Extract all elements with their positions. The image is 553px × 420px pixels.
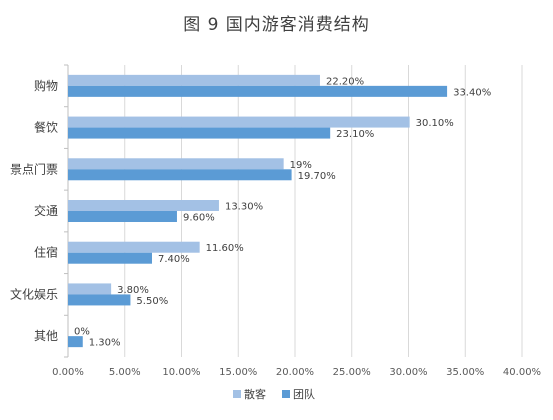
x-tick-label: 0.00% xyxy=(52,367,84,378)
bar-sanke xyxy=(68,283,112,295)
data-label: 5.50% xyxy=(136,296,168,307)
category-label: 景点门票 xyxy=(10,161,58,176)
bar-tuandui xyxy=(68,211,177,222)
x-tick-label: 30.00% xyxy=(389,367,427,378)
category-label: 交通 xyxy=(34,203,58,218)
x-tick-label: 15.00% xyxy=(219,367,257,378)
bar-tuandui xyxy=(68,336,83,348)
x-tick-label: 35.00% xyxy=(446,367,484,378)
category-label: 住宿 xyxy=(34,245,58,260)
bar-tuandui xyxy=(68,252,152,264)
bar-sanke xyxy=(68,74,320,86)
data-label: 33.40% xyxy=(453,87,491,98)
category-label: 餐饮 xyxy=(34,120,58,135)
data-label: 3.80% xyxy=(117,285,149,296)
bar-sanke xyxy=(68,200,219,211)
data-label: 22.20% xyxy=(326,76,364,87)
data-label: 7.40% xyxy=(158,254,190,265)
legend-swatch xyxy=(233,390,241,398)
x-tick-label: 5.00% xyxy=(109,367,141,378)
legend-label: 团队 xyxy=(293,387,315,401)
x-tick-label: 10.00% xyxy=(162,367,200,378)
data-label: 13.30% xyxy=(225,202,263,213)
x-tick-label: 25.00% xyxy=(333,367,371,378)
bar-sanke xyxy=(68,158,284,170)
data-label: 30.10% xyxy=(416,118,454,129)
bar-tuandui xyxy=(68,85,448,97)
category-label: 文化娱乐 xyxy=(10,286,58,301)
legend-swatch xyxy=(282,390,290,398)
chart-title: 图 9 国内游客消费结构 xyxy=(183,15,370,35)
data-label: 11.60% xyxy=(206,243,244,254)
legend-label: 散客 xyxy=(244,387,266,401)
bar-sanke xyxy=(68,241,200,253)
bar-tuandui xyxy=(68,127,331,139)
category-label: 其他 xyxy=(34,329,58,343)
data-label: 19% xyxy=(290,160,312,171)
data-label: 23.10% xyxy=(336,129,374,140)
data-label: 0% xyxy=(74,327,90,338)
data-label: 9.60% xyxy=(183,213,215,224)
data-label: 1.30% xyxy=(89,338,121,349)
bar-tuandui xyxy=(68,294,131,306)
data-label: 19.70% xyxy=(298,171,336,182)
x-tick-label: 20.00% xyxy=(276,367,314,378)
bar-tuandui xyxy=(68,169,292,181)
bar-sanke xyxy=(68,116,410,128)
category-label: 购物 xyxy=(34,78,58,93)
x-tick-label: 40.00% xyxy=(503,367,541,378)
